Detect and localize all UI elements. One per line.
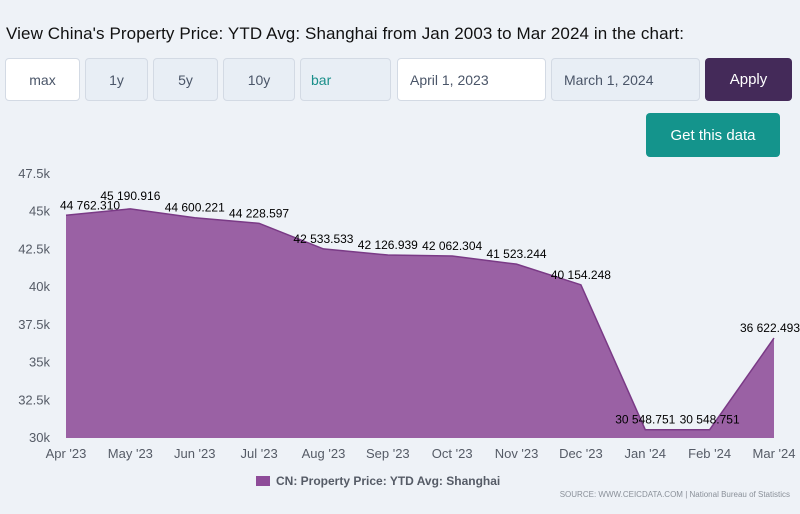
source-note: SOURCE: WWW.CEICDATA.COM | National Bure… [559, 490, 790, 499]
data-label: 30 548.751 [615, 413, 675, 427]
range-max-button[interactable]: max [5, 58, 80, 101]
legend-label: CN: Property Price: YTD Avg: Shanghai [276, 474, 501, 488]
y-tick-label: 35k [29, 355, 50, 370]
data-label: 36 622.493 [740, 321, 800, 335]
range-10y-button[interactable]: 10y [223, 58, 295, 101]
y-tick-label: 45k [29, 204, 50, 219]
chart-controls: max 1y 5y 10y bar April 1, 2023 March 1,… [0, 0, 800, 110]
data-label: 44 762.310 [60, 198, 120, 212]
date-to-input[interactable]: March 1, 2024 [551, 58, 700, 101]
data-label: 30 548.751 [680, 413, 740, 427]
x-tick-label: Mar '24 [753, 446, 796, 461]
data-label: 41 523.244 [487, 247, 547, 261]
chart-type-select[interactable]: bar [300, 58, 391, 101]
data-label: 42 533.533 [293, 232, 353, 246]
range-1y-button[interactable]: 1y [85, 58, 148, 101]
x-tick-label: Jan '24 [625, 446, 667, 461]
y-tick-label: 42.5k [18, 241, 50, 256]
range-5y-button[interactable]: 5y [153, 58, 218, 101]
legend-swatch [256, 476, 270, 486]
data-label: 40 154.248 [551, 268, 611, 282]
y-tick-label: 40k [29, 279, 50, 294]
series-area [66, 208, 774, 438]
get-data-button[interactable]: Get this data [646, 113, 780, 157]
data-label: 44 228.597 [229, 206, 289, 220]
x-tick-label: May '23 [108, 446, 153, 461]
series-line [65, 208, 775, 431]
data-label: 44 600.221 [165, 201, 225, 215]
x-tick-label: Sep '23 [366, 446, 410, 461]
page-title: View China's Property Price: YTD Avg: Sh… [6, 24, 685, 43]
area-chart: 30k 32.5k 35k 37.5k 40k 42.5k 45k 47.5k Apr '23 M… [18, 166, 800, 461]
data-label: 45 190.916 [100, 189, 160, 203]
data-label: 42 062.304 [422, 239, 482, 253]
x-tick-label: Oct '23 [432, 446, 473, 461]
data-label: 42 126.939 [358, 238, 418, 252]
x-tick-label: Aug '23 [302, 446, 346, 461]
y-tick-label: 32.5k [18, 392, 50, 407]
apply-button[interactable]: Apply [705, 58, 792, 101]
y-tick-label: 37.5k [18, 317, 50, 332]
x-tick-label: Apr '23 [46, 446, 87, 461]
y-tick-label: 30k [29, 430, 50, 445]
x-tick-label: Jun '23 [174, 446, 216, 461]
date-from-input[interactable]: April 1, 2023 [397, 58, 546, 101]
x-tick-label: Jul '23 [241, 446, 278, 461]
y-tick-label: 47.5k [18, 166, 50, 181]
chart-legend[interactable]: CN: Property Price: YTD Avg: Shanghai [256, 474, 500, 488]
x-tick-label: Nov '23 [495, 446, 539, 461]
x-tick-label: Dec '23 [559, 446, 603, 461]
x-tick-label: Feb '24 [688, 446, 731, 461]
